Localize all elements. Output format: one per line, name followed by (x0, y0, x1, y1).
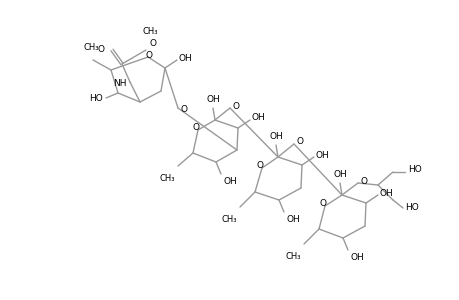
Text: HO: HO (404, 203, 418, 212)
Text: OH: OH (350, 253, 364, 262)
Text: OH: OH (286, 215, 300, 224)
Text: CH₃: CH₃ (285, 252, 300, 261)
Text: O: O (192, 124, 199, 133)
Text: O: O (150, 38, 157, 47)
Text: O: O (319, 200, 326, 208)
Text: O: O (360, 178, 367, 187)
Text: O: O (256, 161, 263, 170)
Text: OH: OH (206, 95, 219, 104)
Text: OH: OH (179, 53, 192, 62)
Text: OH: OH (224, 177, 237, 186)
Text: CH₃: CH₃ (83, 43, 99, 52)
Text: OH: OH (379, 188, 393, 197)
Text: O: O (233, 101, 240, 110)
Text: OH: OH (332, 170, 346, 179)
Text: O: O (145, 50, 152, 59)
Text: CH₃: CH₃ (221, 215, 236, 224)
Text: OH: OH (315, 151, 329, 160)
Text: HO: HO (89, 94, 103, 103)
Text: NH: NH (113, 79, 127, 88)
Text: O: O (297, 137, 303, 146)
Text: CH₃: CH₃ (159, 174, 174, 183)
Text: OH: OH (252, 113, 265, 122)
Text: HO: HO (407, 166, 421, 175)
Text: O: O (180, 106, 188, 115)
Text: CH₃: CH₃ (142, 27, 157, 36)
Text: OH: OH (269, 132, 282, 141)
Text: O: O (98, 44, 105, 53)
